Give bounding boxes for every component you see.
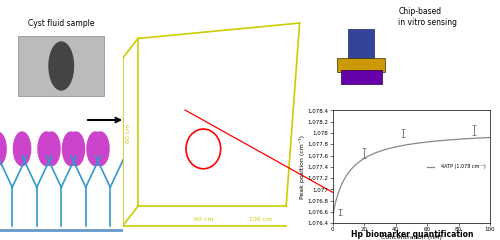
FancyBboxPatch shape bbox=[18, 36, 104, 96]
Text: Cyst fluid sample: Cyst fluid sample bbox=[28, 19, 94, 28]
Y-axis label: Peak position (cm⁻¹): Peak position (cm⁻¹) bbox=[298, 135, 304, 199]
Circle shape bbox=[87, 132, 104, 166]
FancyBboxPatch shape bbox=[348, 29, 374, 62]
Circle shape bbox=[68, 132, 84, 166]
FancyBboxPatch shape bbox=[341, 70, 382, 84]
Circle shape bbox=[43, 132, 60, 166]
Circle shape bbox=[0, 132, 6, 166]
Text: Hp biomarker quantification: Hp biomarker quantification bbox=[351, 230, 474, 239]
Circle shape bbox=[49, 42, 74, 90]
Legend:   4ATP (1,078 cm⁻¹): 4ATP (1,078 cm⁻¹) bbox=[425, 162, 488, 171]
Text: 100 cm: 100 cm bbox=[250, 217, 272, 222]
Circle shape bbox=[38, 132, 55, 166]
FancyBboxPatch shape bbox=[337, 58, 386, 72]
X-axis label: Concentration (nM): Concentration (nM) bbox=[381, 235, 442, 240]
Text: Chip-based
in vitro sensing: Chip-based in vitro sensing bbox=[398, 7, 457, 27]
Text: 60 cm: 60 cm bbox=[194, 217, 213, 222]
Circle shape bbox=[92, 132, 109, 166]
Text: 60 cm: 60 cm bbox=[126, 124, 131, 143]
Circle shape bbox=[62, 132, 80, 166]
Text: Analysis: Analysis bbox=[396, 113, 437, 123]
Circle shape bbox=[14, 132, 30, 166]
